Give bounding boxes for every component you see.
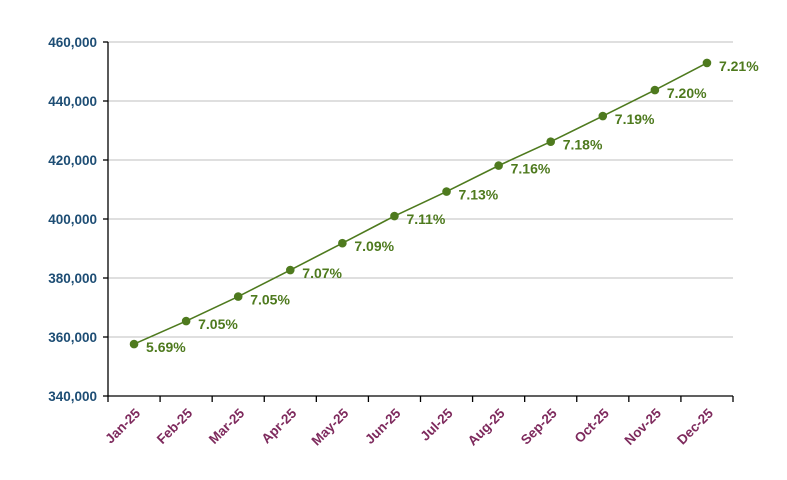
x-axis-label: Oct-25 — [572, 405, 613, 446]
y-axis-label: 340,000 — [48, 389, 97, 404]
data-point-marker — [702, 58, 712, 68]
x-axis-label: Mar-25 — [206, 405, 248, 447]
data-point-marker — [338, 238, 347, 248]
data-point-label: 7.16% — [511, 161, 551, 177]
x-axis-label: Jun-25 — [362, 405, 404, 447]
data-point-marker — [181, 316, 191, 326]
y-axis-label: 460,000 — [48, 35, 97, 50]
y-axis-label: 380,000 — [48, 271, 97, 286]
x-axis-label: Sep-25 — [518, 405, 560, 447]
data-point-marker — [546, 137, 556, 147]
data-point-marker — [650, 85, 660, 95]
data-point-marker — [233, 292, 243, 301]
y-axis-label: 440,000 — [48, 94, 97, 109]
data-point-label: 7.21% — [719, 58, 759, 74]
x-axis-label: Feb-25 — [154, 405, 196, 447]
data-point-marker — [129, 339, 139, 349]
data-point-label: 7.20% — [667, 85, 707, 101]
y-axis-label: 420,000 — [48, 153, 97, 168]
data-point-marker — [390, 211, 399, 221]
x-axis-label: Aug-25 — [465, 405, 508, 448]
data-point-marker — [285, 265, 295, 275]
data-point-marker — [494, 161, 503, 170]
data-point-label: 7.19% — [615, 111, 655, 127]
y-axis-label: 400,000 — [48, 212, 97, 227]
x-axis-label: May-25 — [309, 405, 352, 448]
data-point-label: 7.09% — [354, 238, 394, 254]
data-point-label: 7.18% — [563, 137, 603, 153]
data-point-label: 7.07% — [302, 265, 342, 281]
x-axis-label: Apr-25 — [259, 405, 300, 446]
data-point-label: 7.13% — [459, 187, 499, 203]
data-point-label: 7.05% — [250, 292, 290, 308]
y-axis-label: 360,000 — [48, 330, 97, 345]
data-point-label: 7.05% — [198, 316, 238, 332]
x-axis-label: Jul-25 — [417, 405, 456, 444]
data-point-label: 7.11% — [406, 211, 445, 227]
data-point-label: 5.69% — [146, 339, 186, 355]
x-axis-label: Dec-25 — [674, 405, 716, 447]
x-axis-label: Nov-25 — [622, 405, 665, 448]
data-point-marker — [598, 111, 608, 121]
trend-line — [133, 62, 708, 345]
data-point-marker — [442, 187, 451, 196]
x-axis-label: Jan-25 — [102, 405, 143, 446]
